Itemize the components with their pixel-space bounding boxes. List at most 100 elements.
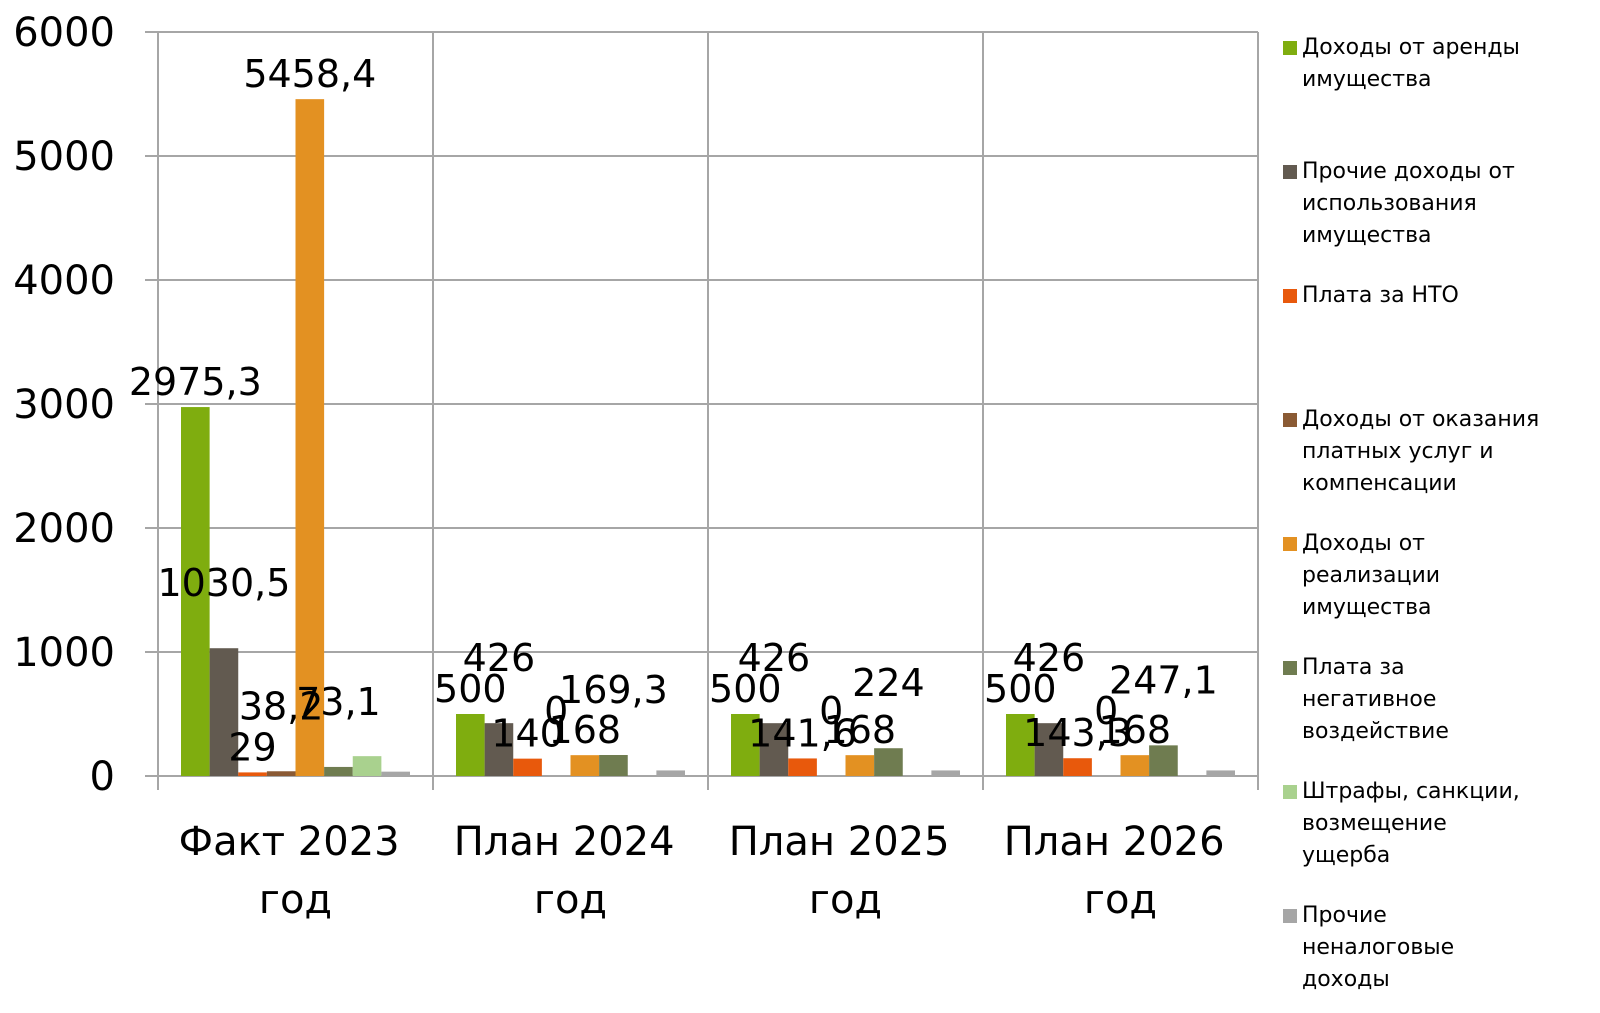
legend-label: Прочие доходы от использования имущества — [1302, 159, 1522, 248]
bar — [874, 748, 903, 776]
data-label: 29 — [228, 725, 276, 769]
data-label: 168 — [824, 708, 897, 752]
legend-label: Доходы от реализации имущества — [1302, 531, 1447, 620]
bar — [324, 766, 353, 776]
text-line: неналоговые — [1302, 935, 1461, 960]
data-label: 247,1 — [1109, 658, 1218, 702]
y-tick-label: 6000 — [13, 10, 115, 56]
data-label: 169,3 — [559, 668, 668, 712]
bar — [266, 771, 296, 776]
text-line: имущества — [1302, 595, 1432, 620]
data-label: 426 — [1013, 636, 1086, 680]
legend-swatch — [1283, 909, 1297, 923]
text-line: Прочие доходы от — [1302, 159, 1522, 184]
bar — [788, 758, 817, 776]
y-tick-label: 4000 — [13, 258, 115, 304]
text-line: Доходы от оказания — [1302, 407, 1546, 432]
bar — [513, 758, 542, 776]
data-label: 0 — [544, 689, 568, 733]
data-label: 73,1 — [296, 680, 381, 724]
bar — [931, 770, 960, 776]
data-label: 0 — [819, 689, 843, 733]
data-label: 38,2 — [239, 684, 324, 728]
bar — [209, 648, 239, 776]
data-label: 426 — [738, 636, 811, 680]
x-tick-label: План 2026 год — [1004, 819, 1238, 923]
data-label: 168 — [1099, 708, 1172, 752]
text-line: платных услуг и — [1302, 439, 1501, 464]
bar — [456, 714, 485, 776]
text-line: год — [259, 877, 332, 923]
y-tick-label: 0 — [90, 754, 115, 800]
text-line: компенсации — [1302, 471, 1457, 496]
text-line: негативное — [1302, 687, 1443, 712]
text-line: Штрафы, санкции, — [1302, 779, 1527, 804]
bar — [1206, 770, 1235, 776]
text-line: реализации — [1302, 563, 1447, 588]
bar — [599, 755, 628, 776]
data-label: 2975,3 — [129, 360, 262, 404]
legend-swatch — [1283, 537, 1297, 551]
bar — [1120, 755, 1150, 776]
text-line: воздействие — [1302, 719, 1449, 744]
text-line: имущества — [1302, 67, 1432, 92]
data-label: 143,3 — [1023, 711, 1132, 755]
text-line: возмещение — [1302, 811, 1454, 836]
text-line: План 2025 — [729, 819, 963, 865]
text-line: Плата за НТО — [1302, 283, 1459, 308]
bar — [181, 407, 210, 776]
legend-swatch — [1283, 661, 1297, 675]
legend-label: Доходы от оказания платных услуг и компе… — [1302, 407, 1546, 496]
text-line: ущерба — [1302, 843, 1390, 868]
bar — [731, 714, 760, 776]
data-label: 0 — [1094, 689, 1118, 733]
y-tick-label: 1000 — [13, 630, 115, 676]
data-label: 500 — [984, 667, 1057, 711]
legend-label: Плата за негативное воздействие — [1302, 655, 1449, 744]
text-line: использования — [1302, 191, 1484, 216]
legend-swatch — [1283, 289, 1297, 303]
text-line: Прочие — [1302, 903, 1394, 928]
bar — [759, 723, 789, 776]
bar — [484, 723, 514, 776]
bar — [295, 99, 325, 777]
bar — [352, 756, 382, 776]
text-line: План 2024 — [454, 819, 688, 865]
legend-swatch — [1283, 785, 1297, 799]
text-line: имущества — [1302, 223, 1432, 248]
y-tick-label: 3000 — [13, 382, 115, 428]
x-tick-label: План 2025 год — [729, 819, 963, 923]
data-label: 140 — [491, 712, 564, 756]
data-label: 426 — [463, 636, 536, 680]
bar — [1034, 723, 1064, 776]
bar — [656, 770, 685, 776]
data-label: 224 — [852, 661, 925, 705]
legend-swatch — [1283, 413, 1297, 427]
y-tick-label: 2000 — [13, 506, 115, 552]
bar — [1149, 745, 1178, 776]
data-label: 500 — [709, 667, 782, 711]
bar — [570, 755, 600, 776]
bar — [1063, 758, 1092, 776]
legend-swatch — [1283, 165, 1297, 179]
legend-label: Доходы от аренды имущества — [1302, 35, 1527, 92]
text-line: Факт 2023 — [179, 819, 413, 865]
bar — [238, 772, 267, 776]
x-tick-label: Факт 2023 год — [179, 819, 413, 923]
legend-label: Прочие неналоговые доходы — [1302, 903, 1461, 992]
bar — [845, 755, 875, 776]
data-label: 1030,5 — [157, 561, 290, 605]
x-tick-label: План 2024 год — [454, 819, 688, 923]
text-line: Плата за — [1302, 655, 1412, 680]
legend-swatch — [1283, 41, 1297, 55]
legend-label: Плата за НТО — [1302, 283, 1459, 308]
data-label: 5458,4 — [243, 52, 376, 96]
legend-label: Штрафы, санкции, возмещение ущерба — [1302, 779, 1527, 868]
data-label: 500 — [434, 667, 507, 711]
bar — [1006, 714, 1035, 776]
text-line: Доходы от аренды — [1302, 35, 1527, 60]
bar — [381, 771, 410, 776]
text-line: год — [1084, 877, 1157, 923]
text-line: План 2026 — [1004, 819, 1238, 865]
